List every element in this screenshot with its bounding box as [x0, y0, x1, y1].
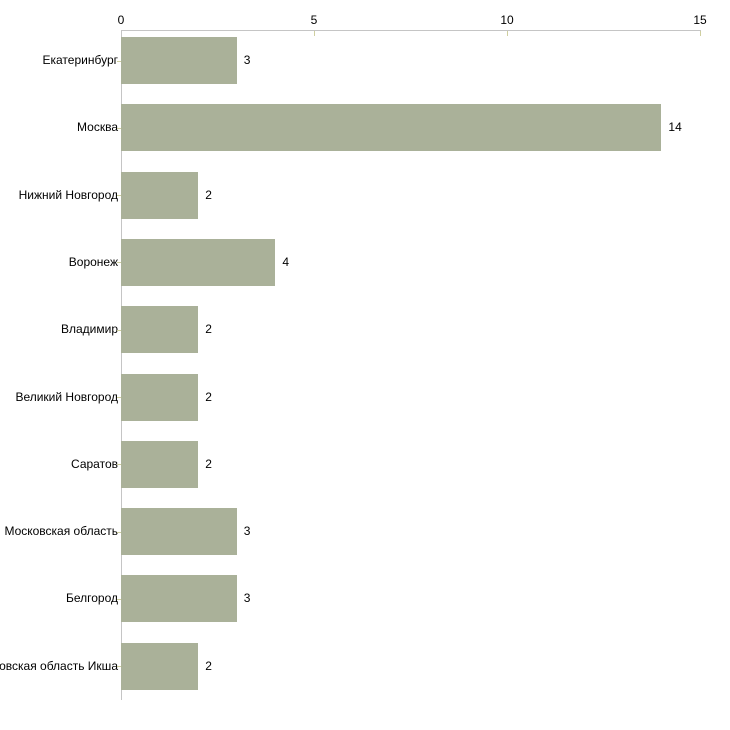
y-axis-line	[121, 30, 122, 700]
bar-value-label: 4	[282, 254, 290, 269]
x-axis-line	[121, 30, 701, 31]
category-label: Екатеринбург	[42, 53, 119, 67]
x-tick-label: 5	[310, 13, 318, 27]
category-label: Саратов	[71, 456, 118, 471]
bar-value-label: 2	[205, 658, 212, 673]
bar-value-label: 2	[205, 389, 212, 404]
y-tick-mark	[117, 61, 121, 62]
bar-value-label: 14	[668, 120, 682, 135]
bar	[121, 373, 199, 421]
bar	[121, 440, 199, 488]
bar-value-label: 2	[205, 322, 212, 337]
x-tick-mark	[314, 31, 315, 36]
category-label: Московская область Икша	[0, 658, 118, 673]
category-label: Московская область	[4, 524, 118, 539]
x-tick-label: 15	[693, 13, 707, 27]
category-label: Великий Новгород	[15, 389, 118, 404]
category-label: Москва	[77, 120, 118, 135]
bar-value-label: 3	[243, 524, 251, 539]
category-label: Владимир	[60, 322, 118, 337]
y-tick-mark	[117, 464, 121, 465]
bar	[121, 508, 237, 556]
bar-value-label: 3	[243, 591, 251, 606]
x-tick-mark	[700, 31, 701, 36]
y-tick-mark	[117, 128, 121, 129]
category-label: Нижний Новгород	[18, 187, 118, 202]
category-label: Воронеж	[68, 254, 118, 269]
bar-value-label: 2	[205, 187, 212, 202]
y-tick-mark	[117, 666, 121, 667]
y-tick-mark	[117, 599, 121, 600]
x-tick-label: 0	[117, 13, 125, 27]
bar	[121, 575, 237, 623]
bar	[121, 642, 199, 690]
bar	[121, 104, 662, 152]
bar	[121, 306, 199, 354]
x-tick-label: 10	[500, 13, 514, 27]
category-label: Белгород	[65, 591, 118, 606]
y-tick-mark	[117, 262, 121, 263]
y-tick-mark	[117, 532, 121, 533]
bar-value-label: 3	[243, 53, 251, 67]
y-tick-mark	[117, 397, 121, 398]
bar	[121, 171, 199, 219]
x-tick-mark	[507, 31, 508, 36]
bar	[121, 238, 276, 286]
bar-value-label: 2	[205, 456, 212, 471]
bar	[121, 37, 237, 84]
y-tick-mark	[117, 330, 121, 331]
y-tick-mark	[117, 195, 121, 196]
